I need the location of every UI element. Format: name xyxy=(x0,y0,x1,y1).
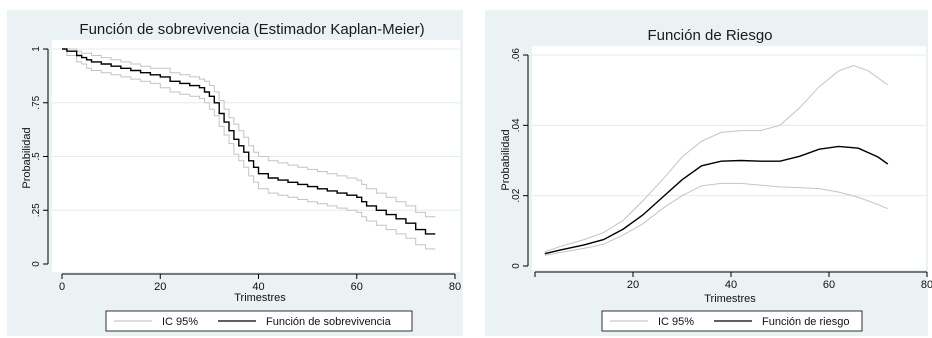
main-series xyxy=(544,145,889,255)
y-tick-label: .06 xyxy=(511,48,522,62)
main-series xyxy=(62,48,436,235)
main-series-line xyxy=(544,145,889,255)
x-tick-label: 40 xyxy=(252,281,264,293)
x-tick-label: 80 xyxy=(921,279,932,291)
x-tick-label: 20 xyxy=(154,281,166,293)
y-tick-label: 0 xyxy=(511,263,522,269)
grid-lines xyxy=(532,54,926,197)
chart-title: Función de sobrevivencia (Estimador Kapl… xyxy=(79,21,424,38)
hazard-chart: Función de Riesgo 0 .02 .04 .06 20 40 60 80 Tri… xyxy=(485,10,932,336)
x-tick-label: 60 xyxy=(823,279,835,291)
x-tick-label: 80 xyxy=(449,281,461,293)
y-tick-label: .25 xyxy=(31,203,42,217)
ci-bound-line xyxy=(62,48,436,218)
plot-area xyxy=(532,46,926,270)
x-tick-label: 20 xyxy=(627,279,639,291)
legend-main-label: Función de riesgo xyxy=(762,316,849,328)
x-tick-label: 60 xyxy=(351,281,363,293)
y-axis-label: Probabilidad xyxy=(500,129,512,190)
main-series-line xyxy=(62,48,436,235)
legend-box xyxy=(105,310,413,332)
legend-main-label: Función de sobrevivencia xyxy=(266,316,392,328)
ci-bound-line xyxy=(62,48,436,250)
y-tick-label: .04 xyxy=(511,118,522,132)
legend-ci-label: IC 95% xyxy=(658,316,694,328)
axes: 0 .25 .5 .75 1 0 20 40 60 80 xyxy=(31,46,461,293)
ci-bound-line xyxy=(544,182,888,256)
x-tick-label: 40 xyxy=(725,279,737,291)
x-tick-label: 0 xyxy=(59,281,65,293)
legend-ci-label: IC 95% xyxy=(162,316,198,328)
y-tick-label: .02 xyxy=(511,188,522,202)
ci-bound-line xyxy=(544,64,889,253)
y-tick-label: .5 xyxy=(31,152,42,161)
y-axis-label: Probabilidad xyxy=(21,127,33,188)
survival-chart: Función de sobrevivencia (Estimador Kapl… xyxy=(7,10,463,336)
y-tick-label: 0 xyxy=(31,261,42,267)
y-tick-label: .75 xyxy=(31,95,42,109)
ci-band xyxy=(62,48,436,250)
x-axis-label: Trimestres xyxy=(704,293,756,305)
grid-lines xyxy=(52,48,460,211)
x-axis-label: Trimestres xyxy=(234,292,286,304)
ci-band xyxy=(544,64,889,256)
axes: 0 .02 .04 .06 20 40 60 80 xyxy=(511,48,932,291)
y-tick-label: 1 xyxy=(31,46,42,52)
chart-title: Función de Riesgo xyxy=(647,27,772,44)
